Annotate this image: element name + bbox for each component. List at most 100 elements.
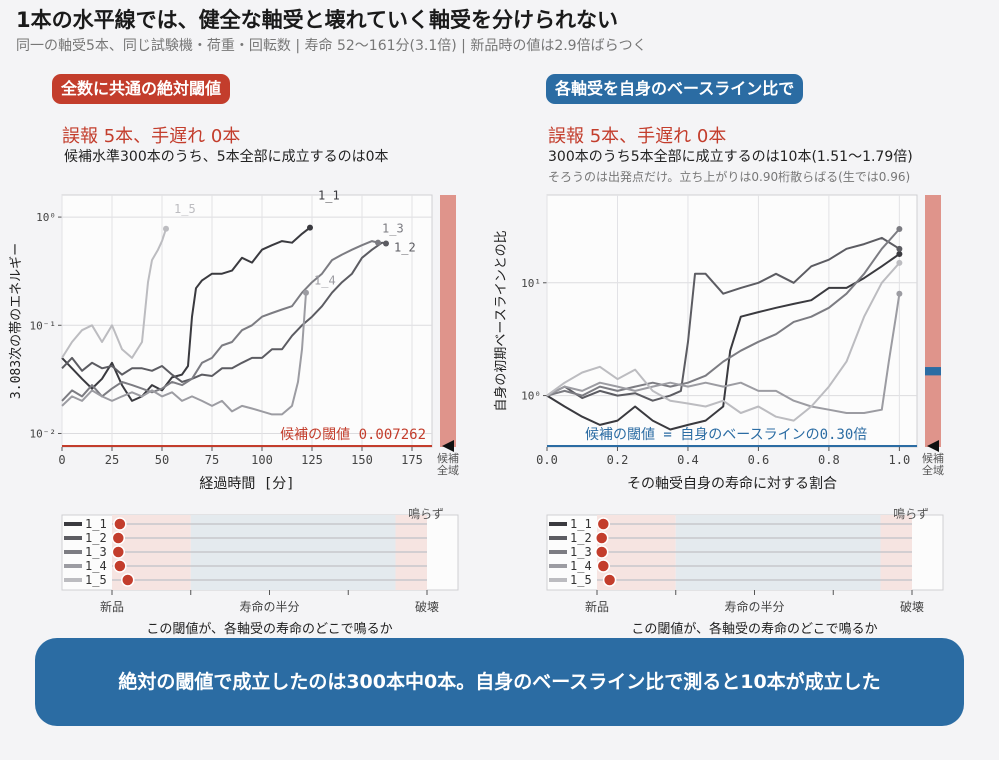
absolute-series-line-1_2 (61, 241, 387, 383)
absolute-x-tick-label: 50 (155, 453, 169, 467)
page-title: 1本の水平線では、健全な軸受と壊れていく軸受を分けられない (16, 8, 618, 32)
relative-x-tick-label: 0.6 (748, 453, 770, 467)
charts-canvas: 10⁻² 10⁻¹ 10⁰ 0 25 50 75 100 125 150 175 経過時間 [分] 3.… (8, 189, 944, 637)
absolute-plot-area (61, 194, 433, 448)
absolute-y-tick-label: 10⁻¹ (30, 319, 57, 332)
conclusion-banner: 絶対の閾値で成立したのは300本中0本。自身のベースライン比で測ると10本が成立… (35, 638, 964, 726)
relative-threshold-label: 候補の閾値 = 自身のベースラインの0.30倍 (585, 427, 867, 443)
relative-x-tick-label: 1.0 (889, 453, 911, 467)
absolute-x-tick-label: 150 (351, 453, 373, 467)
absolute-series-label-1_2: 1_2 (394, 240, 416, 254)
left-panel-description: 候補水準300本のうち、5本全部に成立するのは0本 (64, 149, 389, 165)
strip-right-caption: この閾値が、各軸受の寿命のどこで鳴るか (631, 621, 877, 637)
absolute-x-axis-label: 経過時間 [分] (199, 476, 294, 492)
absolute-candidate-band (440, 195, 456, 447)
absolute-x-tick-label: 25 (105, 453, 119, 467)
left-panel-badge: 全数に共通の絶対閾値 (52, 74, 231, 104)
absolute-y-axis-label: 3.083次の帯のエネルギー (8, 243, 24, 399)
strip-right-never-label: 鳴らず (893, 507, 929, 521)
strip-right-bearing-label-1_3: 1_3 (570, 545, 592, 559)
absolute-series-endpoint-1_4 (303, 289, 309, 296)
absolute-threshold-marker (442, 440, 454, 452)
absolute-threshold-label: 候補の閾値 0.007262 (280, 427, 426, 443)
strip-left-never-label: 鳴らず (408, 507, 444, 521)
strip-left-bearing-label-1_2: 1_2 (85, 531, 107, 545)
strip-right-bearing-label-1_2: 1_2 (570, 531, 592, 545)
strip-right-bearing-label-1_5: 1_5 (570, 573, 592, 587)
strip-left-fire-marker-1_2 (111, 531, 126, 545)
strip-left-axis-label: 破壊 (415, 599, 439, 614)
relative-series-line-1_2 (546, 236, 900, 402)
absolute-series-endpoint-1_5 (163, 225, 169, 232)
strip-right-axis-label: 寿命の半分 (724, 599, 784, 614)
strip-left-fire-marker-1_3 (111, 545, 126, 559)
absolute-series-line-1_3 (61, 240, 379, 402)
strip-left-bearing-label-1_3: 1_3 (85, 545, 107, 559)
relative-series-endpoint-1_4 (896, 290, 903, 297)
relative-series-endpoint-1_5 (896, 259, 903, 266)
absolute-series-line-1_1 (61, 226, 311, 402)
absolute-band-label: 候補 (437, 451, 459, 465)
relative-series-line-1_3 (546, 228, 901, 397)
strip-right-fire-marker-1_5 (602, 573, 617, 587)
strip-left-bearing-label-1_5: 1_5 (85, 573, 107, 587)
absolute-x-tick-label: 75 (205, 453, 219, 467)
absolute-series-label-1_5: 1_5 (174, 202, 196, 216)
relative-x-tick-label: 0.0 (536, 453, 558, 467)
strip-right-axis-label: 破壊 (900, 599, 924, 614)
relative-y-axis-label: 自身の初期ベースラインとの比 (493, 230, 509, 411)
relative-candidate-band (925, 195, 941, 447)
right-panel-badge: 各軸受を自身のベースライン比で (546, 74, 804, 104)
relative-y-tick-label: 10⁰ (521, 390, 541, 403)
absolute-x-tick-label: 0 (58, 453, 65, 467)
strip-left-bearing-label-1_4: 1_4 (85, 559, 107, 573)
page-subtitle: 同一の軸受5本、同じ試験機・荷重・回転数 | 寿命 52〜161分(3.1倍) … (16, 38, 647, 54)
relative-x-tick-label: 0.2 (607, 453, 629, 467)
strip-right-fire-marker-1_1 (596, 517, 611, 531)
relative-plot-area (546, 194, 918, 448)
absolute-series-endpoint-1_3 (375, 239, 381, 246)
absolute-series-line-1_4 (61, 292, 307, 416)
strip-right-bearing-label-1_1: 1_1 (570, 517, 592, 531)
absolute-series-label-1_3: 1_3 (382, 222, 404, 236)
absolute-x-tick-label: 125 (301, 453, 323, 467)
strip-left-axis-label: 新品 (100, 599, 124, 614)
absolute-x-tick-label: 175 (401, 453, 423, 467)
absolute-series-endpoint-1_2 (383, 240, 389, 247)
absolute-series-endpoint-1_1 (307, 224, 313, 231)
strip-right-axis-label: 新品 (585, 599, 609, 614)
relative-series-line-1_1 (546, 253, 900, 431)
relative-band-label: 候補 (922, 451, 944, 465)
strip-left-fire-marker-1_1 (113, 517, 127, 531)
strip-right-fire-marker-1_2 (594, 531, 609, 545)
strip-left-axis-label: 寿命の半分 (239, 599, 299, 614)
right-panel-note: そろうのは出発点だけ。立ち上がりは0.90桁散らばる(生では0.96) (548, 170, 911, 184)
left-panel-result: 誤報 5本、手遅れ 0本 (62, 126, 241, 147)
absolute-series-line-1_5 (61, 228, 167, 359)
strip-left-bearing-label-1_1: 1_1 (85, 517, 107, 531)
relative-series-endpoint-1_1 (896, 250, 903, 257)
strip-right-fire-marker-1_3 (594, 545, 609, 559)
strip-right-fire-marker-1_4 (596, 559, 611, 573)
absolute-series-label-1_1: 1_1 (318, 189, 340, 203)
relative-series-endpoint-1_3 (896, 225, 903, 232)
strip-left-fire-marker-1_5 (121, 573, 135, 587)
relative-x-axis-label: その軸受自身の寿命に対する割合 (627, 475, 837, 492)
relative-threshold-marker (927, 440, 939, 452)
right-panel-result: 誤報 5本、手遅れ 0本 (548, 126, 727, 147)
strip-left-fire-marker-1_4 (113, 559, 127, 573)
relative-x-tick-label: 0.8 (818, 453, 840, 467)
absolute-y-tick-label: 10⁻² (30, 427, 57, 440)
strip-right-bearing-label-1_4: 1_4 (570, 559, 592, 573)
relative-series-line-1_5 (546, 262, 901, 422)
strip-left-caption: この閾値が、各軸受の寿命のどこで鳴るか (146, 621, 392, 637)
relative-band-label: 全域 (922, 463, 944, 477)
absolute-band-label: 全域 (437, 463, 459, 477)
absolute-y-tick-label: 10⁰ (36, 211, 56, 224)
absolute-series-label-1_4: 1_4 (314, 274, 336, 288)
relative-series-endpoint-1_2 (896, 245, 903, 252)
absolute-x-tick-label: 100 (251, 453, 273, 467)
right-panel-description: 300本のうち5本全部に成立するのは10本(1.51〜1.79倍) (548, 149, 913, 165)
relative-y-tick-label: 10¹ (521, 277, 541, 290)
relative-valid-range-bar (925, 367, 941, 376)
